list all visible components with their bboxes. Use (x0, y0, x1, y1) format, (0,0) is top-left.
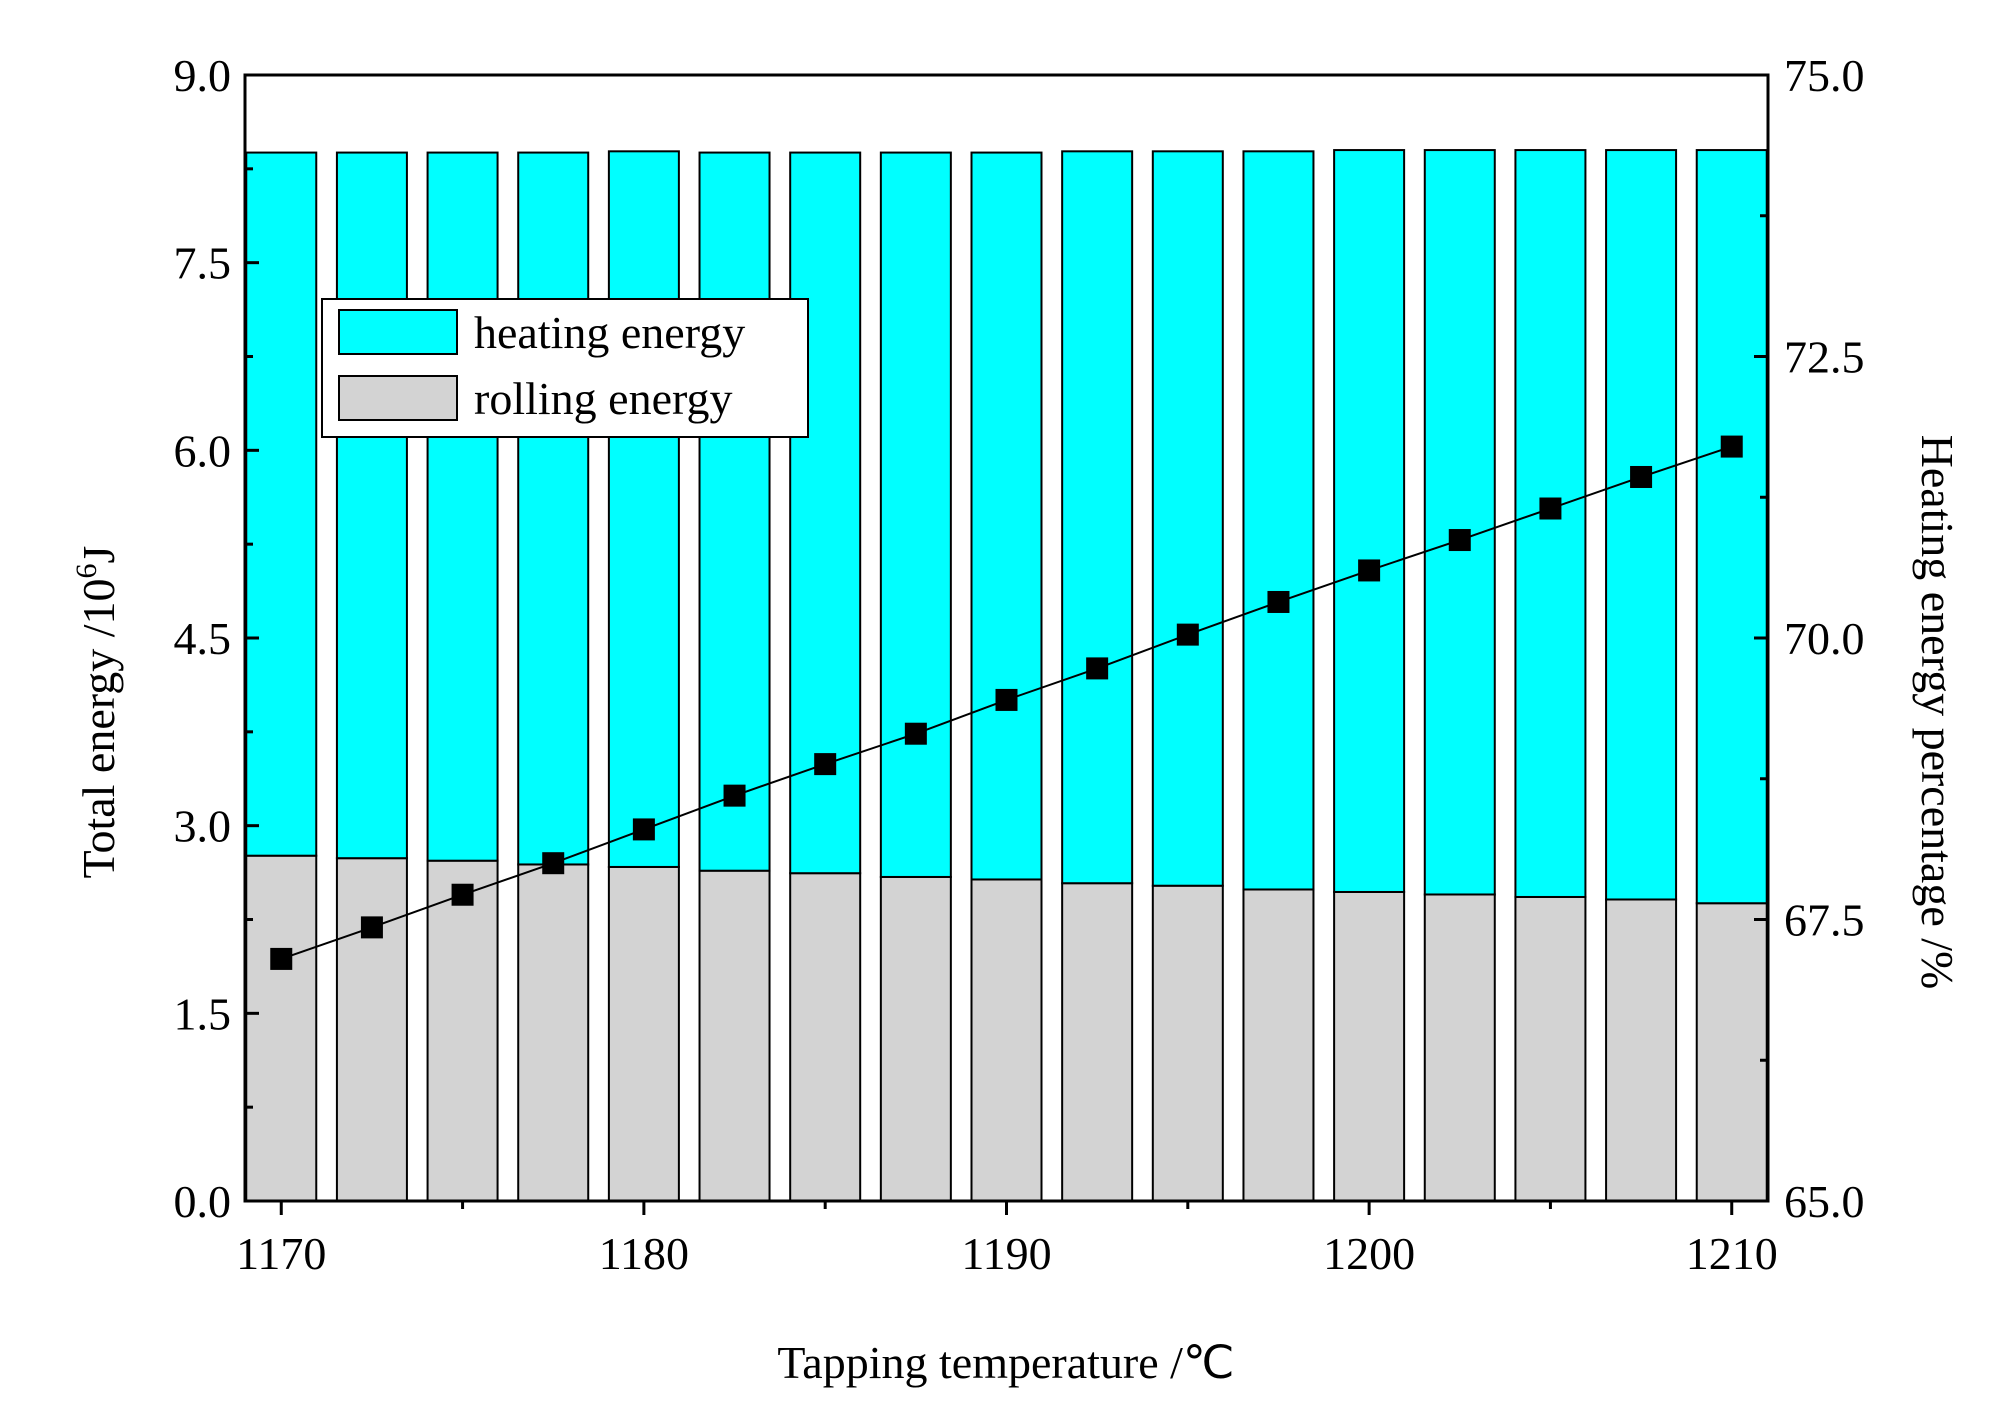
y-tick-label-5: 7.5 (174, 238, 232, 289)
bar-heating-3 (517, 151, 590, 866)
y-axis-title: Total energy /106J (70, 546, 124, 879)
percentage-marker-16 (1720, 435, 1743, 458)
bar-heating-9 (1061, 150, 1134, 885)
legend-swatch-heating (338, 309, 458, 355)
percentage-marker-7 (904, 722, 927, 745)
percentage-marker-1 (360, 916, 383, 939)
legend-label-heating: heating energy (474, 307, 745, 358)
x-axis-title: Tapping temperature /℃ (777, 1337, 1234, 1388)
y-axis-title-main: Total energy /10 (73, 578, 124, 878)
bar-rolling-16 (1695, 902, 1768, 1202)
bar-heating-4 (607, 150, 680, 868)
bar-rolling-12 (1333, 890, 1406, 1203)
bar-rolling-14 (1514, 895, 1587, 1202)
bar-heating-16 (1695, 149, 1768, 905)
x-tick-label-0: 1170 (236, 1228, 326, 1279)
y-axis-title-exponent: 6 (70, 563, 103, 578)
x-tick-label-2: 1190 (961, 1228, 1051, 1279)
y-tick-label-6: 9.0 (174, 50, 232, 101)
y-tick-label-4: 6.0 (174, 425, 232, 476)
percentage-marker-0 (270, 947, 293, 970)
percentage-marker-6 (814, 753, 837, 776)
y-axis-title-unit: J (73, 546, 124, 564)
bar-heating-2 (426, 151, 499, 862)
bar-rolling-13 (1423, 893, 1496, 1202)
percentage-marker-13 (1448, 529, 1471, 552)
x-tick-label-3: 1200 (1323, 1228, 1415, 1279)
y-axis-title-group: Total energy /106J (70, 546, 124, 879)
bar-heating-13 (1423, 149, 1496, 896)
bar-heating-5 (698, 151, 771, 872)
bar-heating-0 (245, 151, 318, 857)
bar-rolling-4 (607, 865, 680, 1202)
percentage-marker-11 (1267, 590, 1290, 613)
bar-heating-15 (1605, 149, 1678, 901)
bar-heating-14 (1514, 149, 1587, 898)
percentage-marker-2 (451, 883, 474, 906)
y-tick-label-3: 4.5 (174, 613, 232, 664)
y2-tick-label-0: 65.0 (1784, 1176, 1865, 1227)
x-tick-label-1: 1180 (599, 1228, 689, 1279)
y-tick-label-2: 3.0 (174, 801, 232, 852)
y2-tick-label-1: 67.5 (1784, 895, 1865, 946)
bar-rolling-0 (245, 854, 318, 1203)
x-tick-label-4: 1210 (1686, 1228, 1778, 1279)
bar-heating-10 (1151, 150, 1224, 887)
y-tick-label-0: 0.0 (174, 1176, 232, 1227)
bars-layer (245, 149, 1768, 1203)
bar-rolling-10 (1151, 884, 1224, 1202)
y2-axis-title-group: Heating energy percentage /% (1912, 435, 1963, 990)
percentage-marker-12 (1358, 559, 1381, 582)
bar-heating-7 (879, 151, 952, 878)
bar-heating-11 (1242, 150, 1315, 891)
percentage-line-layer (270, 435, 1743, 970)
y2-tick-label-4: 75.0 (1784, 50, 1865, 101)
bar-rolling-3 (517, 863, 590, 1202)
percentage-marker-8 (995, 688, 1018, 711)
bar-rolling-15 (1605, 898, 1678, 1203)
bar-rolling-6 (789, 872, 862, 1202)
bar-rolling-5 (698, 869, 771, 1202)
percentage-marker-14 (1539, 497, 1562, 520)
bar-heating-1 (335, 151, 408, 860)
bar-rolling-11 (1242, 888, 1315, 1202)
bar-heating-12 (1333, 149, 1406, 893)
bar-rolling-7 (879, 875, 952, 1202)
percentage-marker-4 (632, 818, 655, 841)
percentage-marker-15 (1630, 465, 1653, 488)
bar-heating-8 (970, 151, 1043, 881)
bar-rolling-9 (1061, 882, 1134, 1202)
legend-swatch-rolling (338, 375, 458, 421)
y-tick-label-1: 1.5 (174, 988, 232, 1039)
bar-heating-6 (789, 151, 862, 875)
legend-label-rolling: rolling energy (474, 373, 732, 424)
percentage-marker-3 (542, 852, 565, 875)
bar-rolling-2 (426, 859, 499, 1202)
axes-layer: 0.0 1.5 3.0 4.5 6.0 7.5 9.0 65.0 67.5 70.0 72.5 75.… (174, 50, 1865, 1279)
percentage-marker-9 (1086, 657, 1109, 680)
y2-tick-label-2: 70.0 (1784, 613, 1865, 664)
bar-rolling-8 (970, 878, 1043, 1202)
bar-rolling-1 (335, 857, 408, 1202)
percentage-marker-10 (1176, 623, 1199, 646)
y2-axis-title: Heating energy percentage /% (1912, 435, 1963, 990)
y2-tick-label-3: 72.5 (1784, 332, 1865, 383)
percentage-marker-5 (723, 784, 746, 807)
legend: heating energy rolling energy (321, 298, 809, 438)
